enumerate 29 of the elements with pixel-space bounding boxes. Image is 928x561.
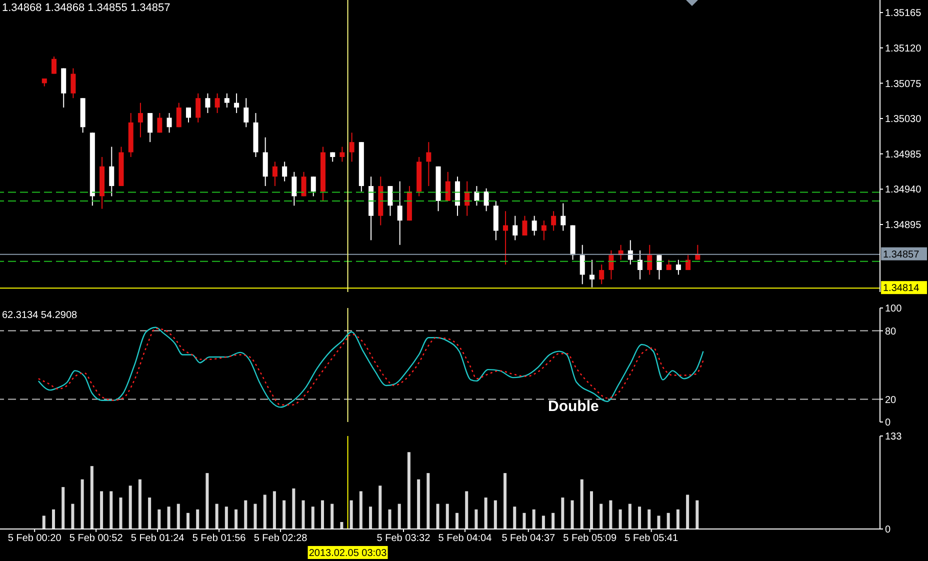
ref-line-label: 1.34857: [883, 249, 920, 260]
y-tick-label: 133: [885, 432, 902, 443]
y-tick-label: 1.35075: [885, 78, 922, 90]
y-tick-label: 1.34940: [885, 184, 922, 196]
ref-line-label: 1.34814: [883, 283, 920, 294]
x-tick-label: 5 Feb 02:28: [254, 533, 308, 544]
x-tick-label: 5 Feb 00:52: [69, 533, 124, 544]
y-tick-label: 1.34895: [885, 220, 922, 232]
x-tick-label: 5 Feb 03:32: [376, 533, 431, 544]
ref-line-label: 2013.02.05 03:03: [308, 548, 388, 559]
y-tick-label: 1.35030: [885, 114, 922, 126]
y-tick-label: 0: [885, 524, 891, 536]
x-tick-label: 5 Feb 04:04: [438, 533, 492, 544]
y-tick-label: 1.34985: [885, 149, 922, 160]
annotation: Double: [548, 398, 599, 416]
annotation: 1.34868 1.34868 1.34855 1.34857: [2, 2, 170, 14]
x-tick-label: 5 Feb 05:09: [563, 533, 617, 544]
y-tick-label: 80: [885, 326, 897, 338]
y-tick-label: 0: [885, 418, 891, 429]
y-tick-label: 20: [885, 394, 897, 406]
y-tick-label: 100: [885, 304, 902, 315]
x-tick-label: 5 Feb 01:56: [192, 533, 246, 544]
y-tick-label: 1.35120: [885, 43, 922, 54]
x-tick-label: 5 Feb 00:20: [8, 533, 62, 544]
x-tick-label: 5 Feb 01:24: [130, 533, 185, 544]
x-tick-label: 5 Feb 04:37: [502, 533, 556, 544]
x-tick-label: 5 Feb 05:41: [624, 533, 678, 544]
y-tick-label: 1.35165: [885, 8, 922, 20]
annotation: 62.3134 54.2908: [2, 310, 78, 321]
